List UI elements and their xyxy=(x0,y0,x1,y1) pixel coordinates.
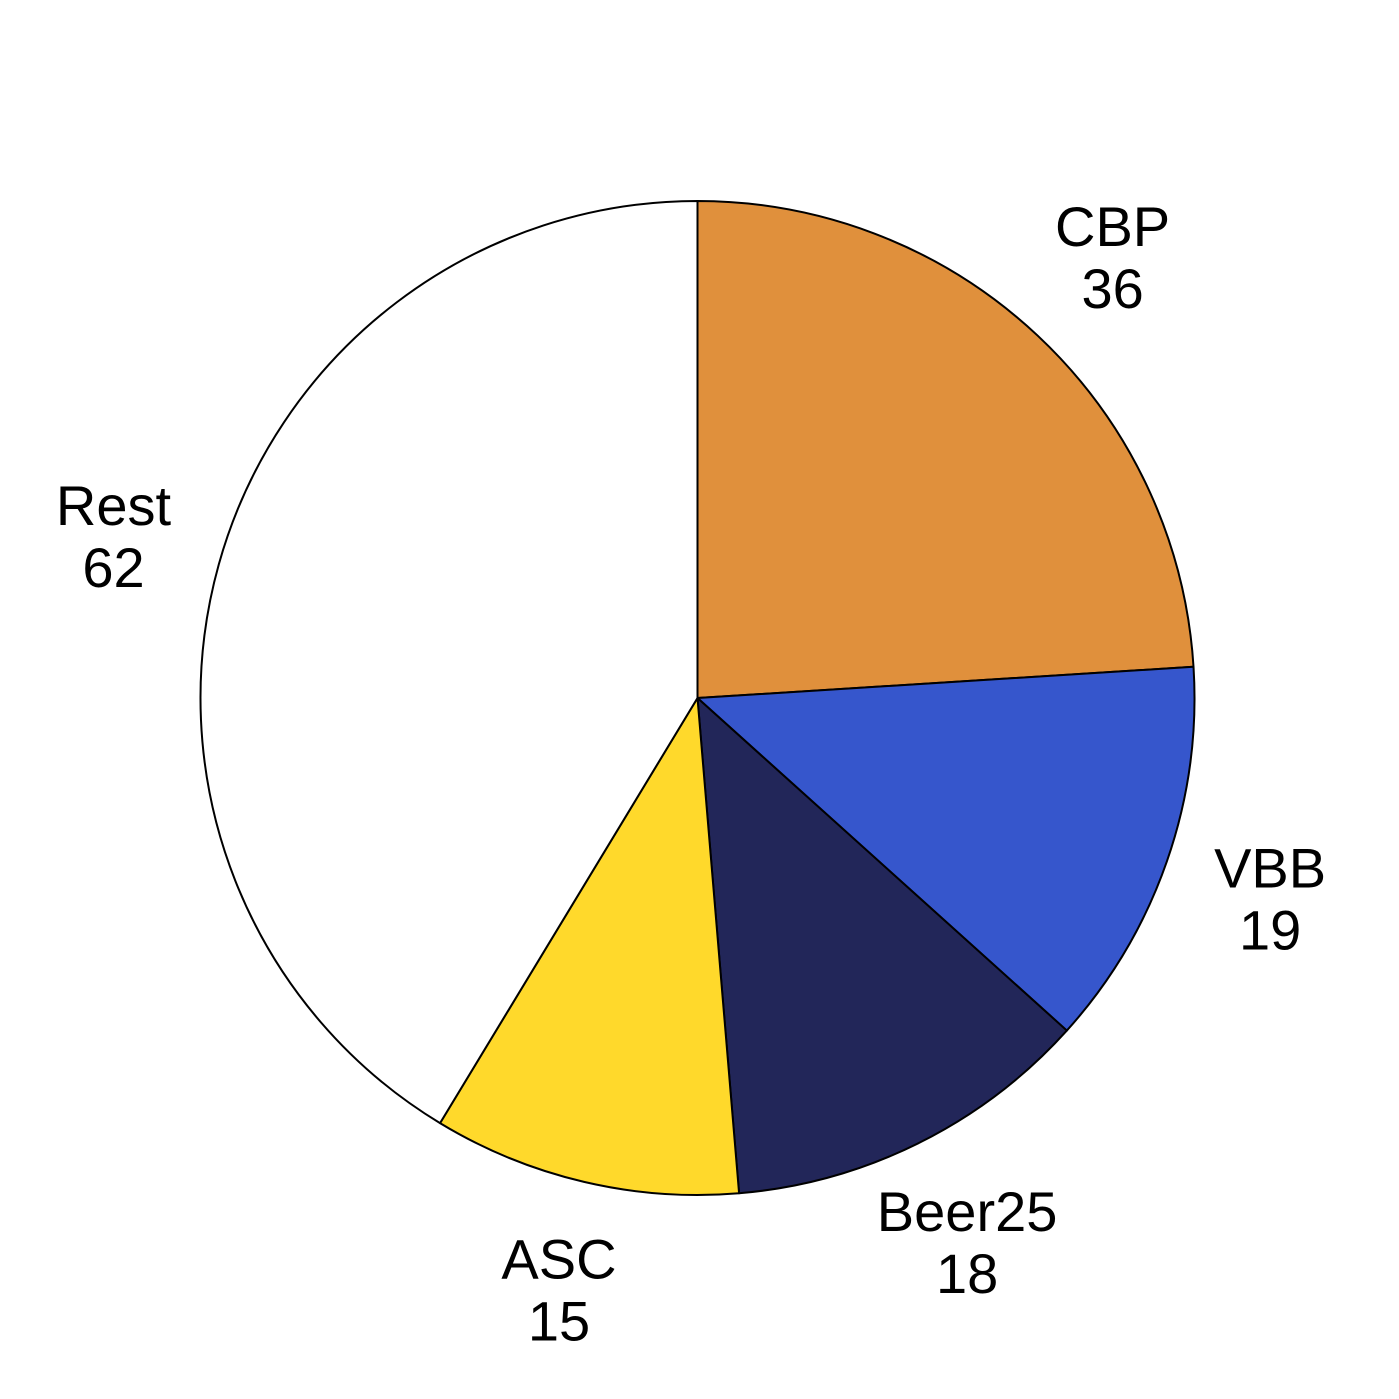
pie-slice-beer25 xyxy=(696,697,1068,1195)
slice-label-value: 18 xyxy=(936,1242,998,1305)
pie-slice-vbb xyxy=(696,665,1196,1032)
pie-slice-rest xyxy=(199,200,699,1125)
pie-slice-cbp xyxy=(696,200,1195,699)
slice-label-name: Beer25 xyxy=(877,1180,1058,1243)
pie-slice-asc xyxy=(439,697,741,1196)
slice-label-asc: ASC 15 xyxy=(501,1227,616,1352)
slice-label-beer25: Beer25 18 xyxy=(877,1180,1058,1305)
slice-label-vbb: VBB 19 xyxy=(1214,836,1326,961)
slice-label-name: ASC xyxy=(501,1227,616,1290)
slice-label-value: 62 xyxy=(82,536,144,599)
slice-label-name: VBB xyxy=(1214,836,1326,899)
slice-label-value: 19 xyxy=(1239,898,1301,961)
slice-label-value: 36 xyxy=(1081,257,1143,320)
slice-label-value: 15 xyxy=(528,1289,590,1352)
slice-label-rest: Rest 62 xyxy=(56,474,172,599)
slice-label-cbp: CBP 36 xyxy=(1055,195,1170,320)
slice-label-name: CBP xyxy=(1055,195,1170,258)
slice-label-name: Rest xyxy=(56,474,172,537)
